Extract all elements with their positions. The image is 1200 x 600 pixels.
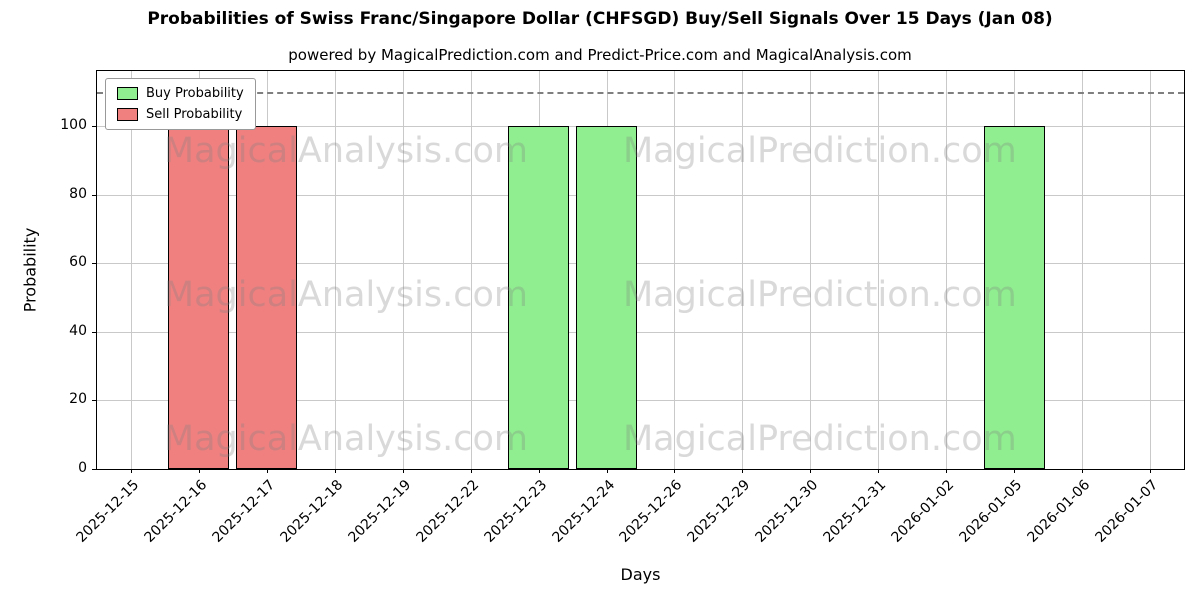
threshold-dashed-line — [97, 91, 1184, 94]
x-tick — [198, 469, 200, 473]
gridline — [97, 263, 1184, 265]
x-tick — [470, 469, 472, 473]
y-tick — [92, 125, 96, 127]
x-tick — [878, 469, 880, 473]
x-tick — [266, 469, 268, 473]
gridline — [742, 71, 744, 469]
watermark-text: MagicalPrediction.com — [622, 274, 1017, 315]
y-tick-label: 40 — [69, 322, 87, 339]
x-tick — [810, 469, 812, 473]
y-tick — [92, 400, 96, 402]
y-tick-label: 100 — [60, 116, 87, 133]
legend: Buy Probability Sell Probability — [105, 78, 256, 130]
gridline — [97, 331, 1184, 333]
bar-sell-2025-12-17 — [236, 125, 298, 469]
y-tick-label: 60 — [69, 254, 87, 271]
gridline — [97, 194, 1184, 196]
sell-probability-swatch — [117, 108, 138, 121]
x-tick — [538, 469, 540, 473]
y-tick — [92, 469, 96, 470]
legend-item-buy: Buy Probability — [117, 86, 244, 101]
y-tick-label: 20 — [69, 391, 87, 408]
x-tick — [334, 469, 336, 473]
x-tick — [1150, 469, 1152, 473]
y-tick — [92, 194, 96, 196]
gridline — [334, 71, 336, 469]
x-tick — [402, 469, 404, 473]
gridline — [470, 71, 472, 469]
gridline — [810, 71, 812, 469]
legend-label-buy: Buy Probability — [146, 86, 244, 101]
x-tick — [1082, 469, 1084, 473]
gridline — [97, 125, 1184, 127]
watermark-text: MagicalPrediction.com — [622, 130, 1017, 171]
chart-title: Probabilities of Swiss Franc/Singapore D… — [147, 9, 1053, 29]
plot-area: MagicalAnalysis.com MagicalPrediction.com… — [60, 70, 1185, 546]
gridline — [1150, 71, 1152, 469]
gridline — [97, 400, 1184, 402]
bar-sell-2025-12-16 — [168, 125, 230, 469]
gridline — [878, 71, 880, 469]
legend-item-sell: Sell Probability — [117, 107, 244, 122]
buy-probability-swatch — [117, 87, 138, 100]
bar-buy-2026-01-05 — [983, 125, 1045, 469]
gridline — [1082, 71, 1084, 469]
bar-buy-2025-12-23 — [508, 125, 570, 469]
x-tick — [674, 469, 676, 473]
x-tick — [742, 469, 744, 473]
x-tick — [946, 469, 948, 473]
y-tick — [92, 263, 96, 265]
x-tick — [130, 469, 132, 473]
watermark-text: MagicalPrediction.com — [622, 419, 1017, 460]
gridline — [402, 71, 404, 469]
chart-subtitle: powered by MagicalPrediction.com and Pre… — [288, 46, 912, 64]
gridline — [130, 71, 132, 469]
x-tick — [1014, 469, 1016, 473]
legend-label-sell: Sell Probability — [146, 107, 243, 122]
x-axis-label: Days — [620, 565, 661, 584]
bar-buy-2025-12-24 — [575, 125, 638, 469]
x-tick — [606, 469, 608, 473]
y-tick-label: 0 — [78, 460, 87, 476]
y-tick — [92, 331, 96, 333]
gridline — [946, 71, 948, 469]
gridline — [674, 71, 676, 469]
y-tick-label: 80 — [69, 185, 87, 202]
